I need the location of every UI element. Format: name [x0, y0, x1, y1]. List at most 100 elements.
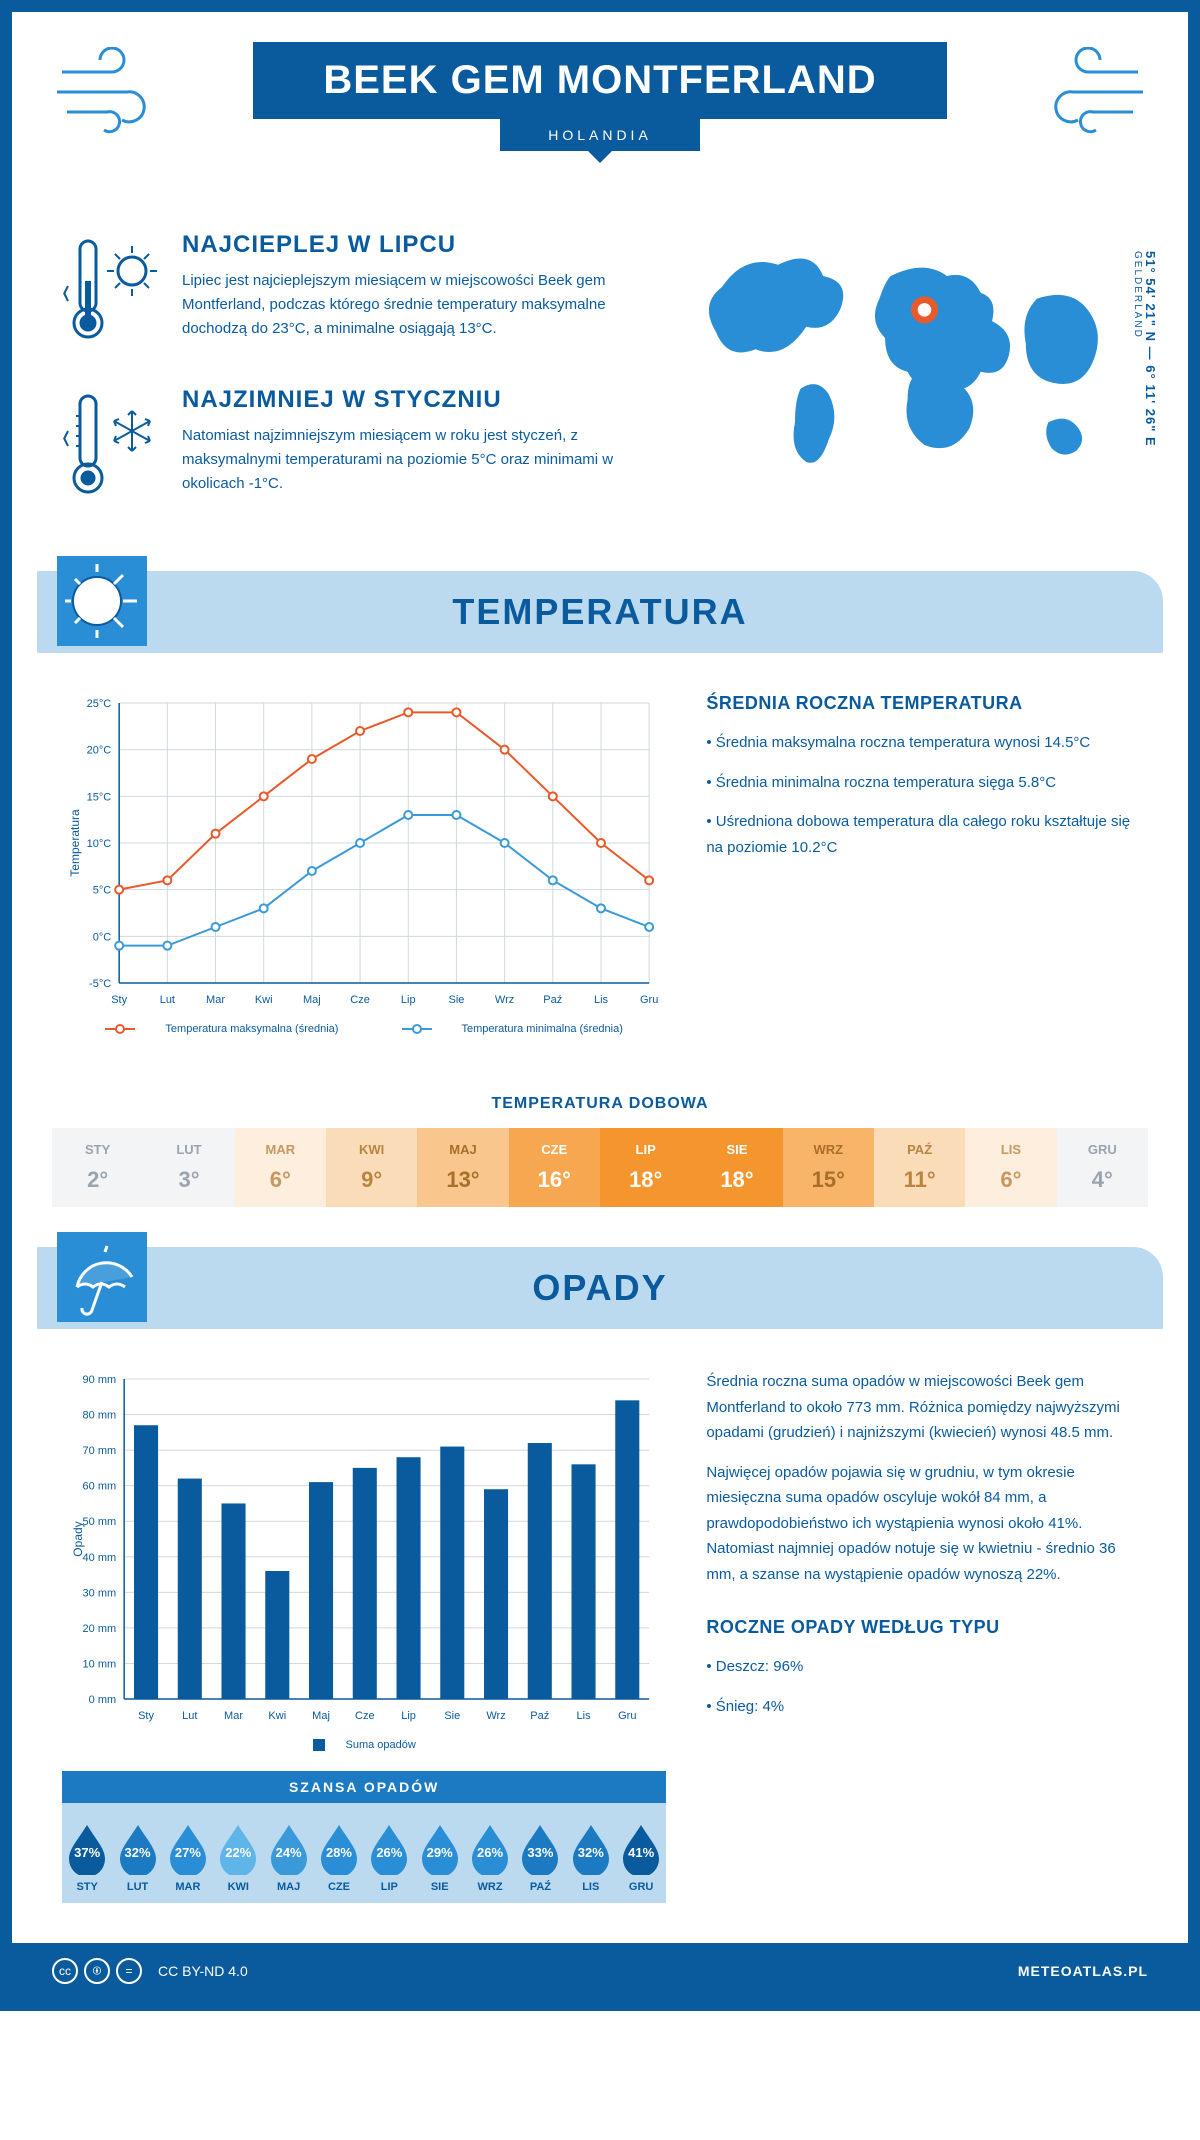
svg-text:Lip: Lip — [401, 994, 416, 1006]
svg-text:Kwi: Kwi — [268, 1710, 286, 1722]
svg-text:Temperatura: Temperatura — [68, 809, 82, 877]
svg-text:15°C: 15°C — [87, 791, 112, 803]
svg-text:Gru: Gru — [618, 1710, 636, 1722]
cc-icon: cc — [52, 1958, 78, 1984]
temperature-header: TEMPERATURA — [37, 571, 1163, 653]
chance-title: SZANSA OPADÓW — [62, 1771, 666, 1803]
svg-text:Sie: Sie — [444, 1710, 460, 1722]
precip-snow: • Śnieg: 4% — [706, 1694, 1138, 1720]
svg-text:40 mm: 40 mm — [83, 1552, 117, 1564]
warmest-title: NAJCIEPLEJ W LIPCU — [182, 231, 648, 259]
svg-text:Maj: Maj — [303, 994, 321, 1006]
chance-cell: 24% MAJ — [263, 1821, 313, 1893]
temp-stats-title: ŚREDNIA ROCZNA TEMPERATURA — [706, 693, 1138, 714]
footer: cc 🅯 = CC BY-ND 4.0 METEOATLAS.PL — [12, 1943, 1188, 1999]
svg-text:Kwi: Kwi — [255, 994, 273, 1006]
chance-cell: 22% KWI — [213, 1821, 263, 1893]
daily-cell: CZE16° — [509, 1128, 600, 1207]
daily-cell: SIE18° — [691, 1128, 782, 1207]
map-column: GELDERLAND 51° 54' 21" N — 6° 11' 26" E — [688, 231, 1138, 541]
temperature-title: TEMPERATURA — [87, 591, 1113, 633]
svg-text:Lut: Lut — [160, 994, 175, 1006]
chance-cell: 26% LIP — [364, 1821, 414, 1893]
svg-text:50 mm: 50 mm — [83, 1516, 117, 1528]
svg-text:60 mm: 60 mm — [83, 1481, 117, 1493]
daily-cell: PAŹ11° — [874, 1128, 965, 1207]
page: BEEK GEM MONTFERLAND HOLANDIA NAJCIEPLEJ… — [0, 0, 1200, 2011]
coldest-text: Natomiast najzimniejszym miesiącem w rok… — [182, 424, 648, 496]
precip-chart-area: 0 mm10 mm20 mm30 mm40 mm50 mm60 mm70 mm8… — [62, 1369, 666, 1903]
svg-text:Wrz: Wrz — [495, 994, 514, 1006]
svg-text:Sty: Sty — [111, 994, 127, 1006]
precip-title: OPADY — [87, 1267, 1113, 1309]
daily-cell: LUT3° — [143, 1128, 234, 1207]
coordinates: 51° 54' 21" N — 6° 11' 26" E — [1143, 251, 1158, 447]
coldest-title: NAJZIMNIEJ W STYCZNIU — [182, 386, 648, 414]
svg-text:Mar: Mar — [206, 994, 225, 1006]
legend-min: Temperatura minimalna (średnia) — [462, 1023, 623, 1035]
svg-text:Lut: Lut — [182, 1710, 197, 1722]
svg-text:Paź: Paź — [543, 994, 562, 1006]
chance-cell: 32% LIS — [566, 1821, 616, 1893]
daily-cell: KWI9° — [326, 1128, 417, 1207]
svg-text:25°C: 25°C — [87, 698, 112, 710]
chance-cell: 33% PAŹ — [515, 1821, 565, 1893]
precip-p1: Średnia roczna suma opadów w miejscowośc… — [706, 1369, 1138, 1446]
daily-temp-row: STY2°LUT3°MAR6°KWI9°MAJ13°CZE16°LIP18°SI… — [52, 1128, 1148, 1207]
svg-text:Lis: Lis — [577, 1710, 592, 1722]
svg-text:20°C: 20°C — [87, 745, 112, 757]
thermometer-sun-icon — [62, 231, 162, 356]
license-block: cc 🅯 = CC BY-ND 4.0 — [52, 1958, 248, 1984]
precip-rain: • Deszcz: 96% — [706, 1654, 1138, 1680]
temperature-body: -5°C0°C5°C10°C15°C20°C25°CStyLutMarKwiMa… — [12, 653, 1188, 1075]
precip-legend-label: Suma opadów — [346, 1739, 416, 1751]
region-label: GELDERLAND — [1132, 251, 1143, 339]
temp-stat-3: • Uśredniona dobowa temperatura dla całe… — [706, 809, 1138, 860]
svg-text:70 mm: 70 mm — [83, 1445, 117, 1457]
page-title: BEEK GEM MONTFERLAND — [253, 42, 946, 119]
wind-icon — [1028, 47, 1148, 137]
coldest-block: NAJZIMNIEJ W STYCZNIU Natomiast najzimni… — [62, 386, 648, 511]
daily-cell: WRZ15° — [783, 1128, 874, 1207]
precip-text: Średnia roczna suma opadów w miejscowośc… — [706, 1369, 1138, 1903]
svg-text:Cze: Cze — [350, 994, 370, 1006]
temp-stat-1: • Średnia maksymalna roczna temperatura … — [706, 730, 1138, 756]
svg-text:Mar: Mar — [224, 1710, 243, 1722]
header: BEEK GEM MONTFERLAND HOLANDIA — [12, 12, 1188, 201]
daily-cell: GRU4° — [1057, 1128, 1148, 1207]
svg-text:10°C: 10°C — [87, 838, 112, 850]
daily-cell: STY2° — [52, 1128, 143, 1207]
svg-text:Gru: Gru — [640, 994, 658, 1006]
svg-text:30 mm: 30 mm — [83, 1587, 117, 1599]
precip-body: 0 mm10 mm20 mm30 mm40 mm50 mm60 mm70 mm8… — [12, 1329, 1188, 1943]
svg-text:Paź: Paź — [530, 1710, 549, 1722]
site-name: METEOATLAS.PL — [1018, 1963, 1148, 1979]
daily-cell: MAR6° — [235, 1128, 326, 1207]
daily-cell: LIS6° — [965, 1128, 1056, 1207]
thermometer-snow-icon — [62, 386, 162, 511]
svg-text:Sie: Sie — [448, 994, 464, 1006]
temperature-chart: -5°C0°C5°C10°C15°C20°C25°CStyLutMarKwiMa… — [62, 693, 666, 1035]
legend-max: Temperatura maksymalna (średnia) — [165, 1023, 338, 1035]
chance-cell: 27% MAR — [163, 1821, 213, 1893]
temperature-legend: Temperatura maksymalna (średnia) Tempera… — [62, 1023, 666, 1035]
chance-cell: 26% WRZ — [465, 1821, 515, 1893]
by-icon: 🅯 — [84, 1958, 110, 1984]
chance-cell: 29% SIE — [415, 1821, 465, 1893]
svg-text:5°C: 5°C — [93, 885, 112, 897]
svg-text:10 mm: 10 mm — [83, 1658, 117, 1670]
svg-text:-5°C: -5°C — [89, 978, 111, 990]
precip-legend: Suma opadów — [62, 1739, 666, 1751]
warmest-text: Lipiec jest najcieplejszym miesiącem w m… — [182, 269, 648, 341]
chance-cell: 41% GRU — [616, 1821, 666, 1893]
world-map-icon — [688, 231, 1138, 490]
precip-p2: Najwięcej opadów pojawia się w grudniu, … — [706, 1460, 1138, 1588]
svg-text:Wrz: Wrz — [486, 1710, 505, 1722]
umbrella-icon — [57, 1232, 147, 1322]
daily-temp-title: TEMPERATURA DOBOWA — [12, 1095, 1188, 1113]
daily-cell: LIP18° — [600, 1128, 691, 1207]
svg-text:Maj: Maj — [312, 1710, 330, 1722]
license-text: CC BY-ND 4.0 — [158, 1963, 248, 1979]
svg-text:Lip: Lip — [401, 1710, 416, 1722]
chance-cell: 37% STY — [62, 1821, 112, 1893]
